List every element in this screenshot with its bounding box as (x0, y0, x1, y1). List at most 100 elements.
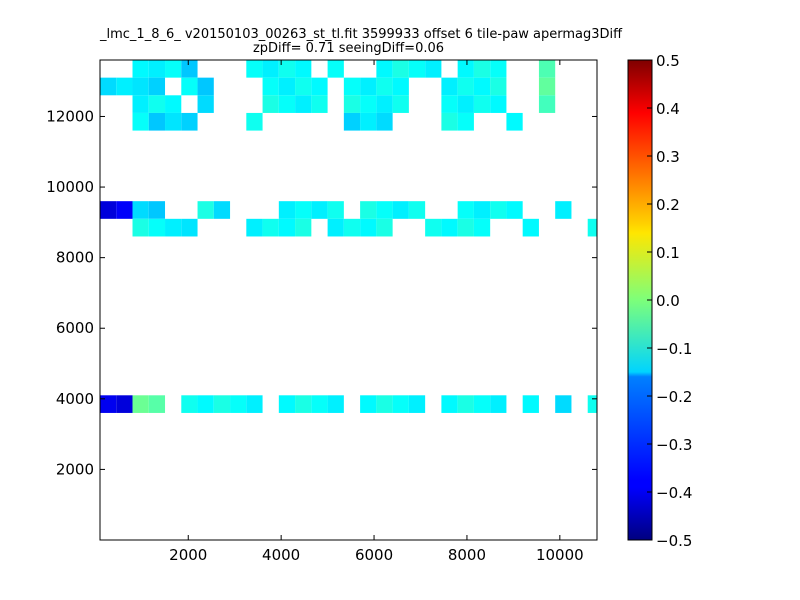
heatmap-cell (343, 112, 361, 131)
heatmap-cell (441, 112, 458, 131)
heatmap-cell (425, 60, 442, 78)
heatmap-cell (262, 218, 279, 237)
heatmap-cell (506, 112, 523, 131)
heatmap-cell (197, 77, 214, 96)
heatmap-cell (360, 77, 377, 96)
heatmap-cell (311, 201, 328, 219)
colorbar-tick-label: −0.5 (656, 532, 692, 550)
heatmap-cell (555, 201, 572, 219)
heatmap-cell (441, 95, 458, 113)
heatmap-cell (181, 77, 198, 96)
heatmap-cell (457, 201, 474, 219)
heatmap-cell (473, 395, 491, 413)
heatmap-cell (116, 77, 133, 96)
heatmap-cell (376, 95, 393, 113)
heatmap-cell (181, 112, 198, 131)
x-tick-label: 6000 (355, 546, 393, 564)
colorbar-tick-label: −0.3 (656, 436, 692, 454)
heatmap-cell (425, 218, 442, 237)
heatmap-cell (246, 60, 263, 78)
heatmap-cell (278, 201, 296, 219)
heatmap-cell (181, 218, 198, 237)
heatmap-cell (490, 77, 507, 96)
colorbar-tick-label: 0.0 (656, 292, 680, 310)
heatmap-cell (148, 77, 166, 96)
x-tick-label: 10000 (536, 546, 584, 564)
heatmap-cell (360, 395, 377, 413)
heatmap-cell (457, 95, 474, 113)
heatmap-cell (473, 60, 491, 78)
heatmap-cell (132, 201, 149, 219)
heatmap-cell (392, 395, 409, 413)
heatmap-cell (473, 77, 491, 96)
heatmap-cell (295, 395, 312, 413)
chart-subtitle: zpDiff= 0.71 seeingDiff=0.06 (252, 41, 445, 56)
heatmap-cell (165, 112, 182, 131)
heatmap-cell (376, 60, 393, 78)
heatmap-cell (116, 395, 133, 413)
heatmap-cell (441, 218, 458, 237)
heatmap-cell (441, 395, 458, 413)
heatmap-cell (522, 395, 539, 413)
heatmap-cell (473, 95, 491, 113)
heatmap-cell (473, 218, 491, 237)
heatmap-cell (538, 60, 556, 78)
y-axis: 2000 4000 6000 8000 10000 12000 (46, 107, 597, 478)
heatmap-cell (376, 218, 393, 237)
heatmap-cell (132, 77, 149, 96)
heatmap-cell (490, 201, 507, 219)
heatmap-cell (197, 201, 214, 219)
y-tick-label: 4000 (56, 390, 94, 408)
heatmap-cell (441, 77, 458, 96)
heatmap-cell (490, 95, 507, 113)
heatmap-cell (457, 112, 474, 131)
heatmap-cell (343, 218, 361, 237)
heatmap-cell (100, 201, 117, 219)
heatmap-cell (538, 77, 556, 96)
heatmap-cell (197, 95, 214, 113)
heatmap-cell (327, 60, 344, 78)
heatmap-cell (165, 218, 182, 237)
heatmap-cell (343, 77, 361, 96)
x-tick-label: 2000 (169, 546, 207, 564)
heatmap-cell (278, 77, 296, 96)
heatmap-cell (295, 60, 312, 78)
heatmap-cell (278, 95, 296, 113)
heatmap-cell (246, 112, 263, 131)
colorbar-tick-label: −0.1 (656, 340, 692, 358)
heatmap-cell (360, 112, 377, 131)
heatmap-cell (278, 218, 296, 237)
x-tick-label: 4000 (262, 546, 300, 564)
heatmap-cell (148, 60, 166, 78)
colorbar-tick-label: 0.2 (656, 196, 680, 214)
heatmap-cell (262, 77, 279, 96)
heatmap-cell (100, 395, 117, 413)
heatmap-cell (522, 218, 539, 237)
heatmap-cell (392, 77, 409, 96)
heatmap-cell (376, 395, 393, 413)
heatmap-cell (327, 201, 344, 219)
heatmap-cell (116, 201, 133, 219)
heatmap-cell (132, 112, 149, 131)
heatmap-cell (148, 218, 166, 237)
heatmap-cell (408, 201, 426, 219)
colorbar-tick-label: 0.5 (656, 52, 680, 70)
heatmap-cell (295, 201, 312, 219)
heatmap-cell (262, 95, 279, 113)
heatmap-cell (230, 395, 247, 413)
heatmap-cell (538, 95, 556, 113)
heatmap-cell (457, 218, 474, 237)
heatmap-cells (100, 60, 597, 413)
heatmap-cell (392, 95, 409, 113)
heatmap-cell (490, 395, 507, 413)
colorbar-tick-label: 0.4 (656, 100, 680, 118)
colorbar-tick-label: 0.3 (656, 148, 680, 166)
heatmap-cell (408, 395, 426, 413)
heatmap-cell (311, 95, 328, 113)
heatmap-cell (132, 395, 149, 413)
heatmap-cell (473, 201, 491, 219)
heatmap-cell (490, 60, 507, 78)
heatmap-cell (148, 395, 166, 413)
heatmap-cell (376, 112, 393, 131)
heatmap-cell (311, 395, 328, 413)
